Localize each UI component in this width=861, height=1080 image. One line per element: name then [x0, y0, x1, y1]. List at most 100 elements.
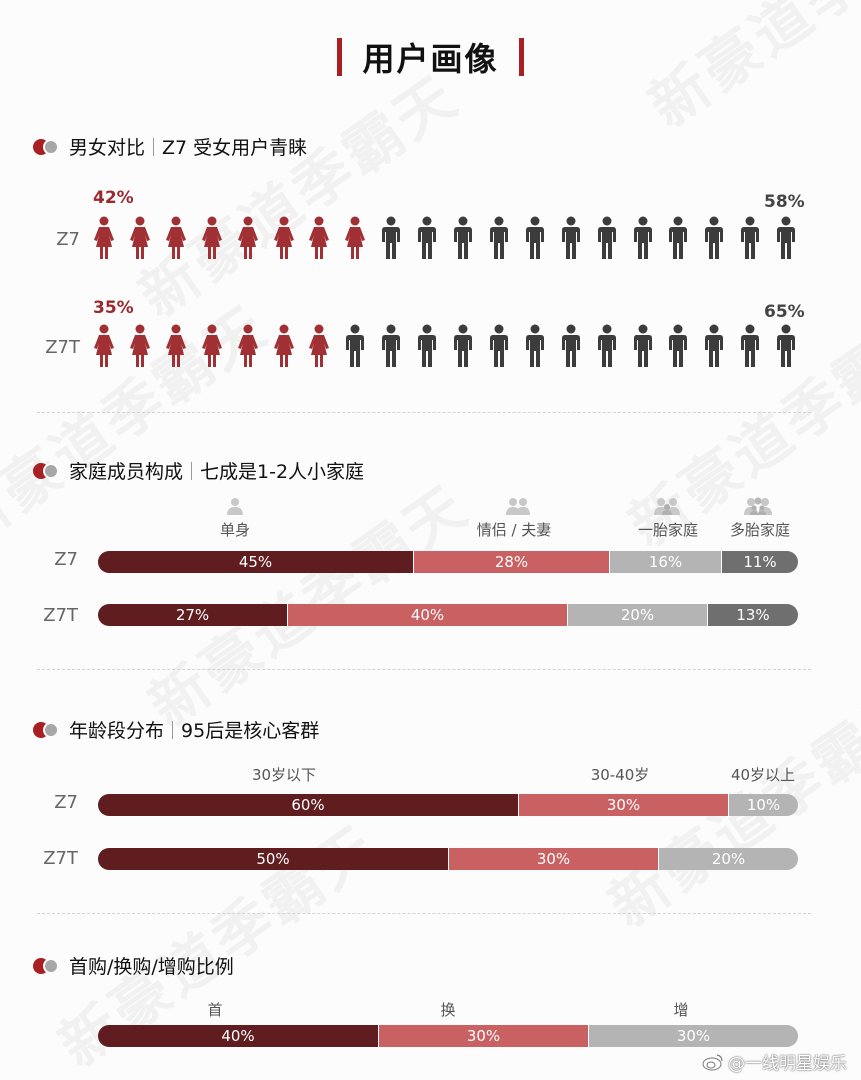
male-person-icon [454, 216, 472, 259]
bar-segment-multi-child: 11% [721, 551, 798, 573]
male-person-icon [597, 324, 616, 367]
purchase-label-replace: 换 [440, 1001, 456, 1019]
section-age-header: 年龄段分布 95后是核心客群 [33, 716, 319, 743]
bar-segment-under-30: 50% [98, 848, 448, 870]
bar-segment-replace: 30% [378, 1025, 588, 1047]
female-person-icon [165, 216, 186, 259]
male-person-icon [669, 216, 688, 259]
section-bullet-icon [33, 138, 61, 156]
male-person-icon [705, 216, 724, 259]
watermark-text: 新豪道季霸天 [130, 461, 483, 743]
male-person-icon [418, 324, 437, 367]
male-person-icon [382, 216, 401, 259]
male-person-icon [705, 324, 724, 367]
section-title: 年龄段分布 [69, 720, 165, 742]
male-person-icon [561, 324, 580, 367]
section-title: 首购/换购/增购比例 [69, 956, 234, 978]
female-person-icon [129, 324, 150, 367]
couple-icon [506, 498, 530, 515]
bar-segment-30-40: 30% [448, 848, 658, 870]
male-person-icon [382, 324, 401, 367]
age-bar-z7t: 50% 30% 20% [98, 848, 798, 870]
male-person-icon [597, 216, 616, 259]
female-person-icon [94, 324, 114, 367]
family-label-single: 单身 [219, 521, 250, 539]
bar-segment-single: 45% [98, 551, 413, 573]
bar-segment-multi-child: 13% [707, 604, 798, 626]
bar-segment-couple: 40% [287, 604, 567, 626]
section-separator [153, 137, 155, 156]
row-label-z7t: Z7T [45, 337, 80, 358]
purchase-label-additional: 增 [673, 1001, 689, 1019]
single-person-icon [227, 498, 243, 515]
family-label-couple: 情侣 / 夫妻 [476, 521, 552, 539]
bar-segment-30-40: 30% [518, 794, 728, 816]
female-person-icon [309, 216, 330, 259]
bar-segment-first: 40% [98, 1025, 378, 1047]
male-person-icon [525, 324, 544, 367]
male-person-icon [633, 324, 652, 367]
purchase-label-first: 首 [207, 1001, 223, 1019]
title-bar-right [518, 38, 524, 76]
male-person-icon [489, 216, 508, 259]
female-person-icon [345, 216, 366, 259]
section-bullet-icon [33, 721, 61, 739]
male-person-icon [669, 324, 688, 367]
bar-segment-additional: 30% [588, 1025, 798, 1047]
page-title: 用户画像 [0, 34, 861, 80]
male-person-icon [525, 216, 544, 259]
bar-segment-over-40: 10% [728, 794, 798, 816]
family-bar-z7t: 27% 40% 20% 13% [98, 604, 798, 626]
weibo-credit: @一线明星娱乐 [702, 1049, 847, 1074]
male-person-icon [418, 216, 437, 259]
bar-segment-one-child: 16% [609, 551, 721, 573]
z7-female-pct: 42% [93, 188, 134, 208]
female-person-icon [273, 324, 294, 367]
row-label-z7t: Z7T [43, 848, 78, 869]
section-bullet-icon [33, 957, 61, 975]
z7t-male-pct: 65% [764, 302, 805, 322]
weibo-logo-icon [702, 1053, 723, 1070]
bar-segment-one-child: 20% [567, 604, 707, 626]
bar-segment-couple: 28% [413, 551, 609, 573]
male-person-icon [777, 216, 796, 259]
male-person-icon [454, 324, 472, 367]
section-bullet-icon [33, 462, 61, 480]
male-person-icon [633, 216, 652, 259]
section-family-header: 家庭成员构成 七成是1-2人小家庭 [33, 457, 364, 484]
female-person-icon [129, 216, 150, 259]
page-title-text: 用户画像 [362, 40, 499, 78]
female-person-icon [309, 324, 330, 367]
family-label-one-child: 一胎家庭 [637, 521, 698, 539]
male-person-icon [741, 216, 760, 259]
section-title: 家庭成员构成 [69, 461, 184, 483]
section-separator [191, 461, 193, 480]
bar-segment-under-30: 60% [98, 794, 518, 816]
section-divider [37, 913, 811, 914]
title-bar-left [337, 38, 343, 76]
row-label-z7: Z7 [56, 229, 80, 250]
male-person-icon [489, 324, 508, 367]
section-subtitle: 七成是1-2人小家庭 [200, 461, 365, 483]
row-label-z7: Z7 [54, 549, 78, 570]
male-person-icon [561, 216, 580, 259]
family-bar-z7: 45% 28% 16% 11% [98, 551, 798, 573]
row-label-z7: Z7 [54, 792, 78, 813]
male-person-icon [777, 324, 796, 367]
section-gender-header: 男女对比 Z7 受女用户青睐 [33, 133, 307, 160]
section-separator [172, 720, 174, 739]
age-label-over-40: 40岁以上 [730, 766, 796, 784]
section-divider [37, 412, 811, 413]
section-subtitle: Z7 受女用户青睐 [162, 137, 308, 159]
age-label-30-40: 30-40岁 [590, 766, 650, 784]
male-person-icon [741, 324, 760, 367]
z7-male-pct: 58% [764, 192, 805, 212]
purchase-bar: 40% 30% 30% [98, 1025, 798, 1047]
row-label-z7t: Z7T [43, 605, 78, 626]
female-person-icon [201, 216, 222, 259]
age-label-under-30: 30岁以下 [251, 766, 317, 784]
female-person-icon [165, 324, 186, 367]
age-bar-z7: 60% 30% 10% [98, 794, 798, 816]
section-subtitle: 95后是核心客群 [181, 720, 320, 742]
bar-segment-over-40: 20% [658, 848, 798, 870]
